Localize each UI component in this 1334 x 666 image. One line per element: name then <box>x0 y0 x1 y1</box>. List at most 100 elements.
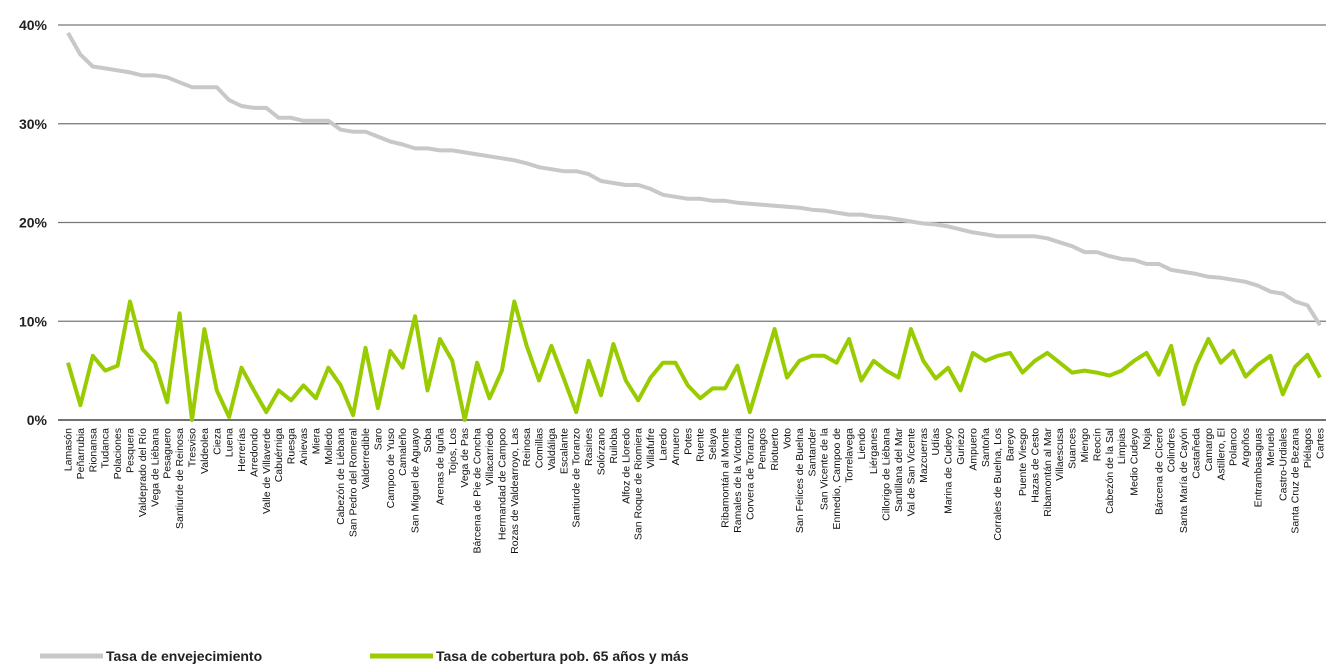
x-tick-label: Molledo <box>323 428 335 465</box>
x-tick-label: Rasines <box>583 428 595 466</box>
x-tick-label: Cabezón de la Sal <box>1104 428 1116 514</box>
x-tick-label: Udías <box>930 428 942 455</box>
x-tick-label: Corrales de Buelna, Los <box>992 428 1004 541</box>
y-axis: 0% 10% 20% 30% 40% <box>19 17 48 428</box>
x-tick-label: Santa Cruz de Bezana <box>1290 428 1302 534</box>
x-tick-label: Tresviso <box>187 428 199 467</box>
legend-label-coverage: Tasa de cobertura pob. 65 años y más <box>436 648 689 664</box>
x-tick-label: Santiurde de Toranzo <box>571 428 583 528</box>
series-line-aging <box>66 31 1322 327</box>
x-tick-label: Guriezo <box>955 428 967 465</box>
x-tick-label: Valle de Villaverde <box>261 428 273 514</box>
x-tick-label: Penagos <box>757 428 769 469</box>
x-tick-label: Laredo <box>658 428 670 461</box>
x-tick-label: Camargo <box>1203 428 1215 471</box>
x-tick-label: Arredondo <box>248 428 260 477</box>
x-tick-label: Cartes <box>1315 428 1327 459</box>
x-tick-label: Cabezón de Liébana <box>335 428 347 525</box>
x-tick-label: Castro-Urdiales <box>1277 428 1289 501</box>
x-tick-label: Escalante <box>558 428 570 474</box>
x-tick-label: Ribamontán al Mar <box>1042 428 1054 517</box>
x-tick-label: Puente Viesgo <box>1017 428 1029 496</box>
x-tick-label: Bárcena de Pie de Concha <box>472 428 484 554</box>
x-tick-label: Riotuerto <box>769 428 781 471</box>
y-tick-label: 30% <box>19 116 48 132</box>
x-tick-label: Limpias <box>1116 428 1128 464</box>
x-tick-label: San Miguel de Aguayo <box>410 428 422 533</box>
x-tick-label: Cieza <box>211 428 223 455</box>
x-tick-label: Hermandad de Campoo <box>496 428 508 540</box>
x-tick-label: Ramales de la Victoria <box>732 428 744 533</box>
x-axis: Lamasón Peñarrubia Rionansa Tudanca Polacion… <box>63 427 1327 553</box>
x-tick-label: Valdeprado del Río <box>137 428 149 517</box>
x-tick-label: Torrelavega <box>844 428 856 483</box>
x-tick-label: Santillana del Mar <box>893 427 905 512</box>
x-tick-label: Voto <box>782 428 794 449</box>
x-tick-label: Ampuero <box>967 428 979 471</box>
x-tick-label: Meruelo <box>1265 428 1277 466</box>
x-tick-label: Herrerías <box>236 428 248 472</box>
x-tick-label: Colindres <box>1166 428 1178 472</box>
x-tick-label: Miera <box>310 428 322 454</box>
x-tick-label: Enmedio, Campoo de <box>831 428 843 530</box>
x-tick-label: Rozas de Valdearroyo, Las <box>509 428 521 554</box>
x-tick-label: Anievas <box>298 428 310 465</box>
x-tick-label: Vega de Liébana <box>149 428 161 507</box>
x-tick-label: Villafufre <box>645 428 657 469</box>
x-tick-label: Noja <box>1141 428 1153 450</box>
x-tick-label: Valdáliga <box>546 428 558 471</box>
x-tick-label: Santa María de Cayón <box>1178 428 1190 533</box>
x-tick-label: Villaescusa <box>1054 428 1066 481</box>
x-tick-label: Piélagos <box>1302 428 1314 468</box>
x-tick-label: Valderredible <box>360 428 372 489</box>
x-tick-label: Hazas de Cesto <box>1029 428 1041 503</box>
x-tick-label: Valdeolea <box>199 428 211 474</box>
x-tick-label: Soba <box>422 428 434 453</box>
x-tick-label: Rionansa <box>87 428 99 473</box>
x-tick-label: Campoo de Yuso <box>385 428 397 509</box>
x-tick-label: Camaleño <box>397 428 409 476</box>
x-tick-label: Vega de Pas <box>459 428 471 488</box>
x-tick-label: Suances <box>1067 428 1079 469</box>
x-tick-label: Cabuérniga <box>273 428 285 482</box>
x-tick-label: Santander <box>806 428 818 477</box>
x-tick-label: Alfoz de Lloredo <box>620 428 632 504</box>
x-tick-label: Marina de Cudeyo <box>943 428 955 514</box>
x-tick-label: Mazcuerras <box>918 428 930 483</box>
x-tick-label: Astillero, El <box>1215 428 1227 481</box>
x-tick-label: Liendo <box>856 428 868 460</box>
y-tick-label: 40% <box>19 17 48 33</box>
x-tick-label: Entrambasaguas <box>1253 428 1265 507</box>
x-tick-label: San Felices de Buelna <box>794 428 806 533</box>
x-tick-label: Solórzano <box>596 428 608 475</box>
x-tick-label: Liérganes <box>868 428 880 474</box>
grid-lines <box>58 24 1326 421</box>
x-tick-label: Medio Cudeyo <box>1129 428 1141 496</box>
x-tick-label: Peñarrubia <box>75 428 87 480</box>
x-tick-label: Reinosa <box>521 428 533 467</box>
x-tick-label: Arenas de Iguña <box>434 428 446 505</box>
legend-label-aging: Tasa de envejecimiento <box>106 648 262 664</box>
x-tick-label: Pesquera <box>125 428 137 473</box>
x-tick-label: San Vicente de la <box>819 428 831 510</box>
x-tick-label: Argoños <box>1240 428 1252 467</box>
x-tick-label: Val de San Vicente <box>905 428 917 517</box>
x-tick-label: Cillorigo de Liébana <box>881 428 893 521</box>
x-tick-label: Santoña <box>980 428 992 467</box>
x-tick-label: Polanco <box>1228 428 1240 466</box>
x-tick-label: Ruiloba <box>608 428 620 464</box>
x-tick-label: Corvera de Toranzo <box>744 428 756 520</box>
x-tick-label: Saro <box>372 428 384 450</box>
x-tick-label: San Roque de Riomiera <box>633 428 645 540</box>
x-tick-label: San Pedro del Romeral <box>348 428 360 537</box>
x-tick-label: Selaya <box>707 428 719 460</box>
x-tick-label: Santiurde de Reinosa <box>174 428 186 529</box>
x-tick-label: Castañeda <box>1191 428 1203 479</box>
x-tick-label: Arnuero <box>670 428 682 466</box>
x-tick-label: Comillas <box>534 428 546 468</box>
x-tick-label: Lamasón <box>63 428 75 471</box>
x-tick-label: Miengo <box>1079 428 1091 463</box>
y-tick-label: 0% <box>27 412 48 428</box>
x-tick-label: Potes <box>682 428 694 455</box>
